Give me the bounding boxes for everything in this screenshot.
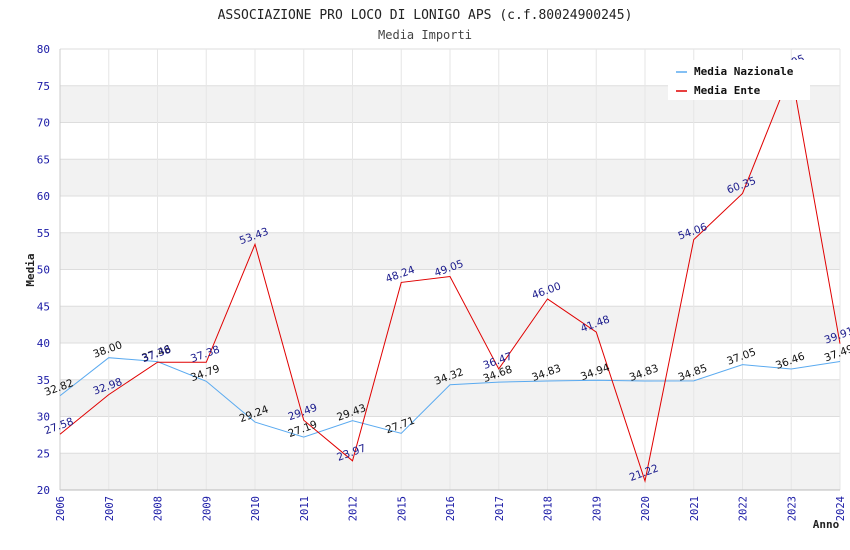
- y-tick-label: 70: [37, 117, 50, 130]
- y-tick-label: 40: [37, 337, 50, 350]
- x-tick-label: 2021: [689, 496, 701, 521]
- series-line-media-ente: [59, 69, 841, 483]
- x-tick-label: 2024: [835, 496, 847, 521]
- legend-entry-media-ente: Media Ente: [694, 84, 761, 97]
- y-tick-label: 35: [37, 374, 50, 387]
- y-tick-label: 30: [37, 411, 50, 424]
- x-axis-ticks: 2006 2007 2008 2009 2010 2011 2012 2015 2016 2017…: [55, 496, 847, 521]
- y-tick-label: 20: [37, 484, 50, 497]
- legend-entry-media-nazionale: Media Nazionale: [694, 65, 794, 78]
- x-tick-label: 2022: [738, 496, 750, 521]
- y-tick-label: 55: [37, 227, 50, 240]
- y-tick-label: 25: [37, 447, 50, 460]
- x-tick-label: 2012: [348, 496, 360, 521]
- x-tick-label: 2010: [250, 496, 262, 521]
- x-tick-label: 2020: [640, 496, 652, 521]
- y-tick-label: 60: [37, 190, 50, 203]
- x-tick-label: 2007: [104, 496, 116, 521]
- data-label-media-ente: 46.00: [530, 280, 562, 302]
- grid-lines: [59, 48, 841, 491]
- x-tick-label: 2017: [494, 496, 506, 521]
- y-tick-label: 65: [37, 153, 50, 166]
- x-tick-label: 2015: [396, 496, 408, 521]
- data-label-media-nazionale: 37.05: [725, 346, 757, 368]
- x-tick-label: 2019: [591, 496, 603, 521]
- y-axis-label: Media: [24, 253, 37, 286]
- legend-box: [668, 60, 810, 100]
- x-tick-label: 2008: [153, 496, 165, 521]
- legend: Media Nazionale Media Ente: [668, 60, 810, 100]
- y-tick-label: 75: [37, 80, 50, 93]
- x-tick-label: 2023: [786, 496, 798, 521]
- x-axis-label: Anno: [813, 518, 840, 531]
- x-tick-label: 2006: [55, 496, 67, 521]
- series-lines: [59, 69, 841, 483]
- chart-subtitle: Media Importi: [378, 28, 472, 42]
- y-tick-label: 45: [37, 300, 50, 313]
- y-tick-label: 50: [37, 264, 50, 277]
- x-tick-label: 2016: [445, 496, 457, 521]
- series-line-media-nazionale: [59, 357, 841, 438]
- x-tick-label: 2011: [299, 496, 311, 521]
- x-tick-label: 2018: [543, 496, 555, 521]
- chart-title: ASSOCIAZIONE PRO LOCO DI LONIGO APS (c.f…: [218, 8, 633, 23]
- y-axis-ticks: 20 25 30 35 40 45 50 55 60 65 70 75 80: [37, 43, 50, 497]
- x-tick-label: 2009: [201, 496, 213, 521]
- y-tick-label: 80: [37, 43, 50, 56]
